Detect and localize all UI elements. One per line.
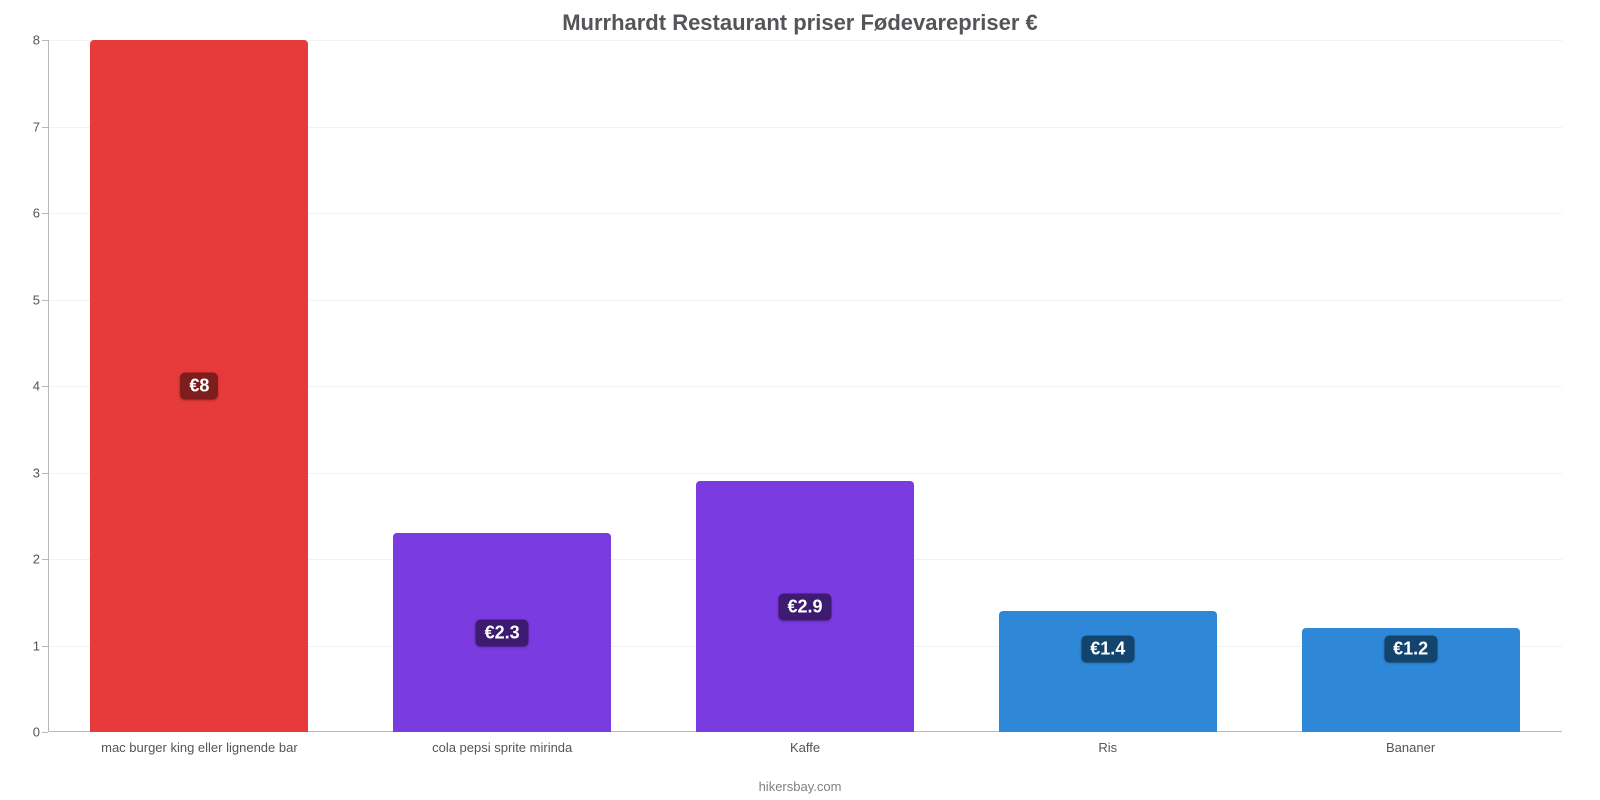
chart-title: Murrhardt Restaurant priser Fødevarepris…: [0, 10, 1600, 36]
y-tick-label: 1: [6, 638, 40, 653]
x-tick-label: Ris: [1098, 740, 1117, 755]
y-tick-label: 6: [6, 206, 40, 221]
y-tick-label: 2: [6, 552, 40, 567]
x-axis-labels: mac burger king eller lignende barcola p…: [48, 40, 1562, 732]
price-bar-chart: Murrhardt Restaurant priser Fødevarepris…: [0, 0, 1600, 800]
y-tick-label: 8: [6, 33, 40, 48]
y-tick-label: 0: [6, 725, 40, 740]
y-tick-label: 4: [6, 379, 40, 394]
y-tick-mark: [42, 732, 48, 733]
y-tick-label: 5: [6, 292, 40, 307]
x-tick-label: cola pepsi sprite mirinda: [432, 740, 572, 755]
x-tick-label: mac burger king eller lignende bar: [101, 740, 298, 755]
chart-credit: hikersbay.com: [0, 779, 1600, 794]
x-tick-label: Bananer: [1386, 740, 1435, 755]
y-tick-label: 7: [6, 119, 40, 134]
plot-area: 012345678 €8€2.3€2.9€1.4€1.2 mac burger …: [48, 40, 1562, 732]
x-tick-label: Kaffe: [790, 740, 820, 755]
y-tick-label: 3: [6, 465, 40, 480]
